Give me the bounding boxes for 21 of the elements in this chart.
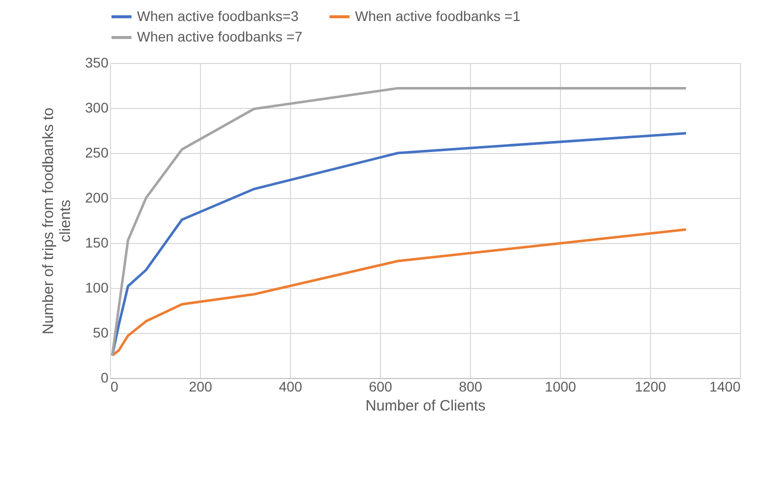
y-tick-label: 100 — [85, 280, 109, 296]
line-series — [111, 86, 688, 357]
x-tick-label: 400 — [278, 378, 302, 394]
x-axis-title: Number of Clients — [365, 398, 486, 414]
y-tick-label: 250 — [85, 144, 109, 160]
x-tick-label: 600 — [368, 378, 392, 394]
x-tick-label: 800 — [458, 378, 482, 394]
y-axis-title: Number of trips from foodbanks to clients — [40, 108, 74, 334]
legend-label: When active foodbanks =7 — [137, 28, 303, 44]
y-tick-label: 350 — [85, 54, 109, 70]
x-tick-label: 200 — [188, 378, 212, 394]
x-tick-label: 1200 — [634, 378, 666, 394]
y-tick-label: 50 — [92, 324, 109, 340]
y-tick-label: 200 — [85, 190, 109, 206]
y-tick-label: 300 — [85, 100, 109, 116]
legend-label: When active foodbanks=3 — [137, 8, 299, 24]
line-series — [111, 228, 688, 357]
legend-label: When active foodbanks =1 — [355, 8, 521, 24]
x-tick-label: 1000 — [544, 378, 576, 394]
y-tick-label: 150 — [85, 234, 109, 250]
x-tick-label: 1400 — [709, 378, 741, 394]
